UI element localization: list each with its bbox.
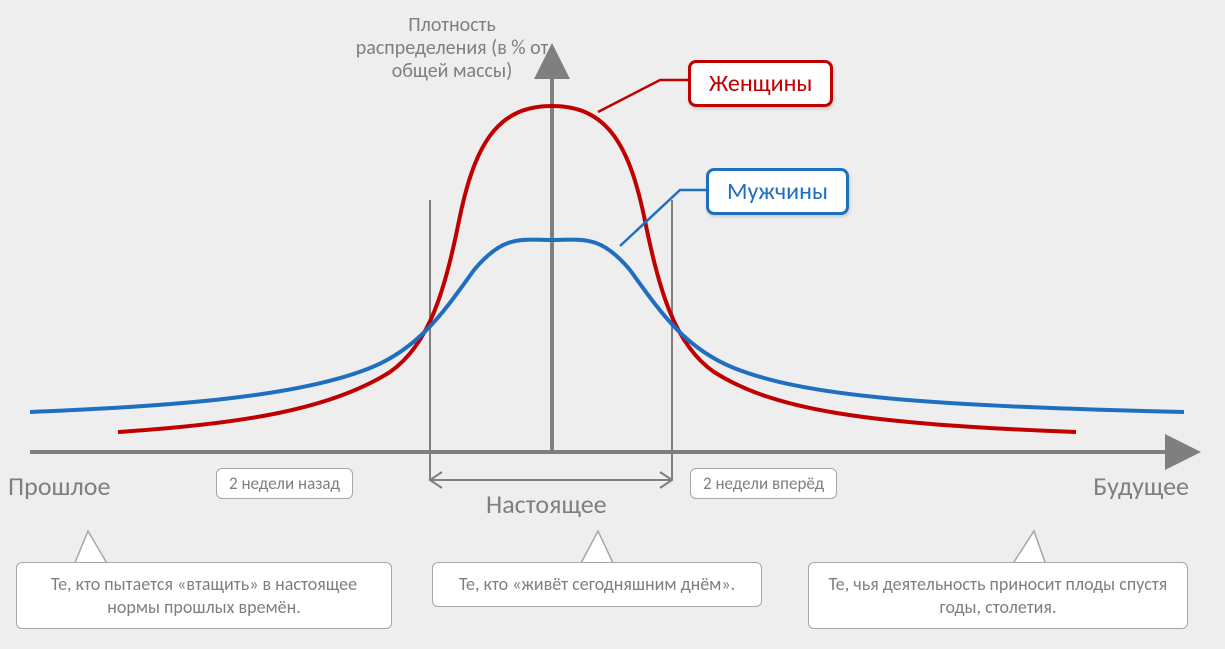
speech-left-text: Те, кто пытается «втащить» в настоящее н… [16,562,392,629]
speech-right-text: Те, чья деятельность приносит плоды спус… [808,562,1188,629]
series-men [30,240,1184,412]
bracket [430,472,672,488]
speech-center-text: Те, кто «живёт сегодняшним днём». [432,562,762,607]
series-women [118,106,1076,432]
label-two-weeks-ahead: 2 недели вперёд [690,468,837,499]
legend-men: Мужчины [706,168,849,215]
speech-left: Те, кто пытается «втащить» в настоящее н… [16,562,392,629]
legend-women: Женщины [688,60,833,107]
speech-right: Те, чья деятельность приносит плоды спус… [808,562,1188,629]
callout-leader-men [620,190,708,246]
speech-center: Те, кто «живёт сегодняшним днём». [432,562,762,607]
x-label-past: Прошлое [8,470,110,502]
x-label-present: Настоящее [486,488,607,520]
y-axis-label: Плотность распределения (в % от общей ма… [354,14,550,83]
callout-leader-women [598,80,690,112]
x-label-future: Будущее [1093,470,1189,502]
label-two-weeks-ago: 2 недели назад [216,468,353,499]
